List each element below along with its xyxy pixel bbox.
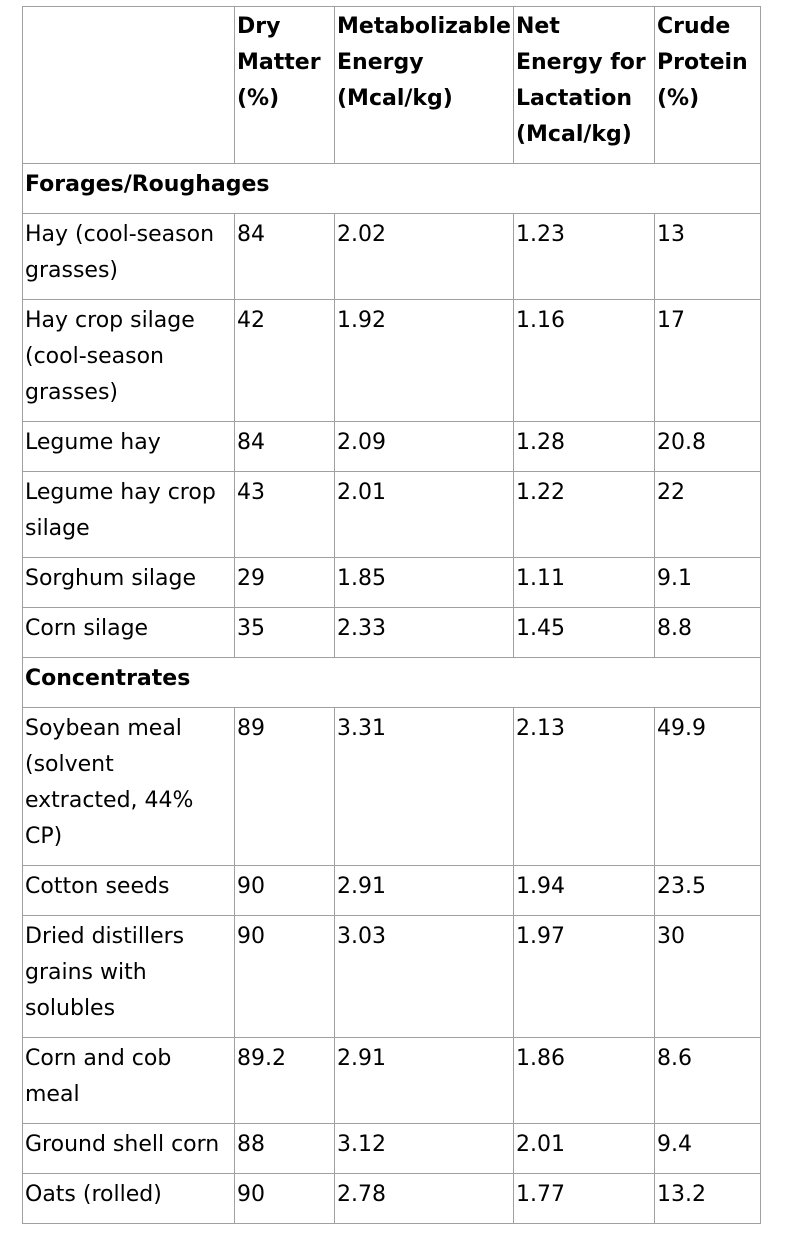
value-cell: 49.9 xyxy=(653,707,761,866)
feed-name-cell: Cotton seeds xyxy=(22,865,235,916)
feed-name-cell: Soybean meal (solvent extracted, 44% CP) xyxy=(22,707,235,866)
value-cell: 20.8 xyxy=(653,421,761,472)
value-cell: 2.09 xyxy=(334,421,514,472)
section-row: Forages/Roughages xyxy=(22,163,761,214)
feed-name-cell: Legume hay xyxy=(22,421,235,472)
value-cell: 3.31 xyxy=(334,707,514,866)
value-cell: 84 xyxy=(234,421,335,472)
feed-name-cell: Ground shell corn xyxy=(22,1123,235,1174)
value-cell: 89 xyxy=(234,707,335,866)
feed-name-cell: Hay (cool-season grasses) xyxy=(22,213,235,300)
value-cell: 1.22 xyxy=(512,471,655,558)
value-cell: 1.16 xyxy=(512,299,655,422)
table-row: Ground shell corn 88 3.12 2.01 9.4 xyxy=(22,1123,761,1174)
value-cell: 1.45 xyxy=(512,607,655,658)
feed-name-cell: Oats (rolled) xyxy=(22,1173,235,1224)
value-cell: 9.1 xyxy=(653,557,761,608)
header-cell: Crude Protein (%) xyxy=(653,6,761,164)
value-cell: 1.77 xyxy=(512,1173,655,1224)
value-cell: 29 xyxy=(234,557,335,608)
value-cell: 13.2 xyxy=(653,1173,761,1224)
value-cell: 90 xyxy=(234,1173,335,1224)
table-row: Sorghum silage 29 1.85 1.11 9.1 xyxy=(22,557,761,608)
value-cell: 2.33 xyxy=(334,607,514,658)
value-cell: 8.8 xyxy=(653,607,761,658)
table-row: Hay (cool-season grasses) 84 2.02 1.23 13 xyxy=(22,213,761,300)
value-cell: 1.97 xyxy=(512,915,655,1038)
table-row: Legume hay 84 2.09 1.28 20.8 xyxy=(22,421,761,472)
value-cell: 2.02 xyxy=(334,213,514,300)
table-row: Dried distillers grains with solubles 90 3… xyxy=(22,915,761,1038)
table-row: Legume hay crop silage 43 2.01 1.22 22 xyxy=(22,471,761,558)
value-cell: 90 xyxy=(234,915,335,1038)
value-cell: 2.13 xyxy=(512,707,655,866)
feed-name-cell: Legume hay crop silage xyxy=(22,471,235,558)
feed-nutrient-table: Dry Matter (%) Metabolizable Energy (Mca… xyxy=(22,6,761,1224)
value-cell: 3.12 xyxy=(334,1123,514,1174)
header-row: Dry Matter (%) Metabolizable Energy (Mca… xyxy=(22,6,761,164)
header-cell: Net Energy for Lactation (Mcal/kg) xyxy=(512,6,655,164)
value-cell: 13 xyxy=(653,213,761,300)
table-header: Dry Matter (%) Metabolizable Energy (Mca… xyxy=(22,6,761,164)
feed-name-cell: Dried distillers grains with solubles xyxy=(22,915,235,1038)
table-row: Oats (rolled) 90 2.78 1.77 13.2 xyxy=(22,1173,761,1224)
value-cell: 1.23 xyxy=(512,213,655,300)
value-cell: 1.11 xyxy=(512,557,655,608)
value-cell: 1.85 xyxy=(334,557,514,608)
value-cell: 2.01 xyxy=(334,471,514,558)
value-cell: 8.6 xyxy=(653,1037,761,1124)
value-cell: 84 xyxy=(234,213,335,300)
feed-name-cell: Corn and cob meal xyxy=(22,1037,235,1124)
section-heading: Forages/Roughages xyxy=(22,163,761,214)
value-cell: 35 xyxy=(234,607,335,658)
value-cell: 23.5 xyxy=(653,865,761,916)
feed-name-cell: Hay crop silage (cool-season grasses) xyxy=(22,299,235,422)
value-cell: 2.91 xyxy=(334,865,514,916)
value-cell: 22 xyxy=(653,471,761,558)
section-heading: Concentrates xyxy=(22,657,761,708)
value-cell: 90 xyxy=(234,865,335,916)
value-cell: 1.86 xyxy=(512,1037,655,1124)
table-row: Corn silage 35 2.33 1.45 8.8 xyxy=(22,607,761,658)
value-cell: 2.91 xyxy=(334,1037,514,1124)
value-cell: 88 xyxy=(234,1123,335,1174)
table-body: Forages/Roughages Hay (cool-season grasse… xyxy=(22,163,761,1224)
table-row: Corn and cob meal 89.2 2.91 1.86 8.6 xyxy=(22,1037,761,1124)
header-cell xyxy=(22,6,235,164)
value-cell: 17 xyxy=(653,299,761,422)
value-cell: 30 xyxy=(653,915,761,1038)
table-row: Cotton seeds 90 2.91 1.94 23.5 xyxy=(22,865,761,916)
value-cell: 3.03 xyxy=(334,915,514,1038)
table-row: Hay crop silage (cool-season grasses) 42 1… xyxy=(22,299,761,422)
value-cell: 2.78 xyxy=(334,1173,514,1224)
value-cell: 1.92 xyxy=(334,299,514,422)
section-row: Concentrates xyxy=(22,657,761,708)
feed-name-cell: Corn silage xyxy=(22,607,235,658)
value-cell: 9.4 xyxy=(653,1123,761,1174)
value-cell: 2.01 xyxy=(512,1123,655,1174)
value-cell: 89.2 xyxy=(234,1037,335,1124)
value-cell: 1.28 xyxy=(512,421,655,472)
value-cell: 42 xyxy=(234,299,335,422)
value-cell: 1.94 xyxy=(512,865,655,916)
value-cell: 43 xyxy=(234,471,335,558)
header-cell: Metabolizable Energy (Mcal/kg) xyxy=(334,6,514,164)
table-row: Soybean meal (solvent extracted, 44% CP)… xyxy=(22,707,761,866)
feed-name-cell: Sorghum silage xyxy=(22,557,235,608)
header-cell: Dry Matter (%) xyxy=(234,6,335,164)
